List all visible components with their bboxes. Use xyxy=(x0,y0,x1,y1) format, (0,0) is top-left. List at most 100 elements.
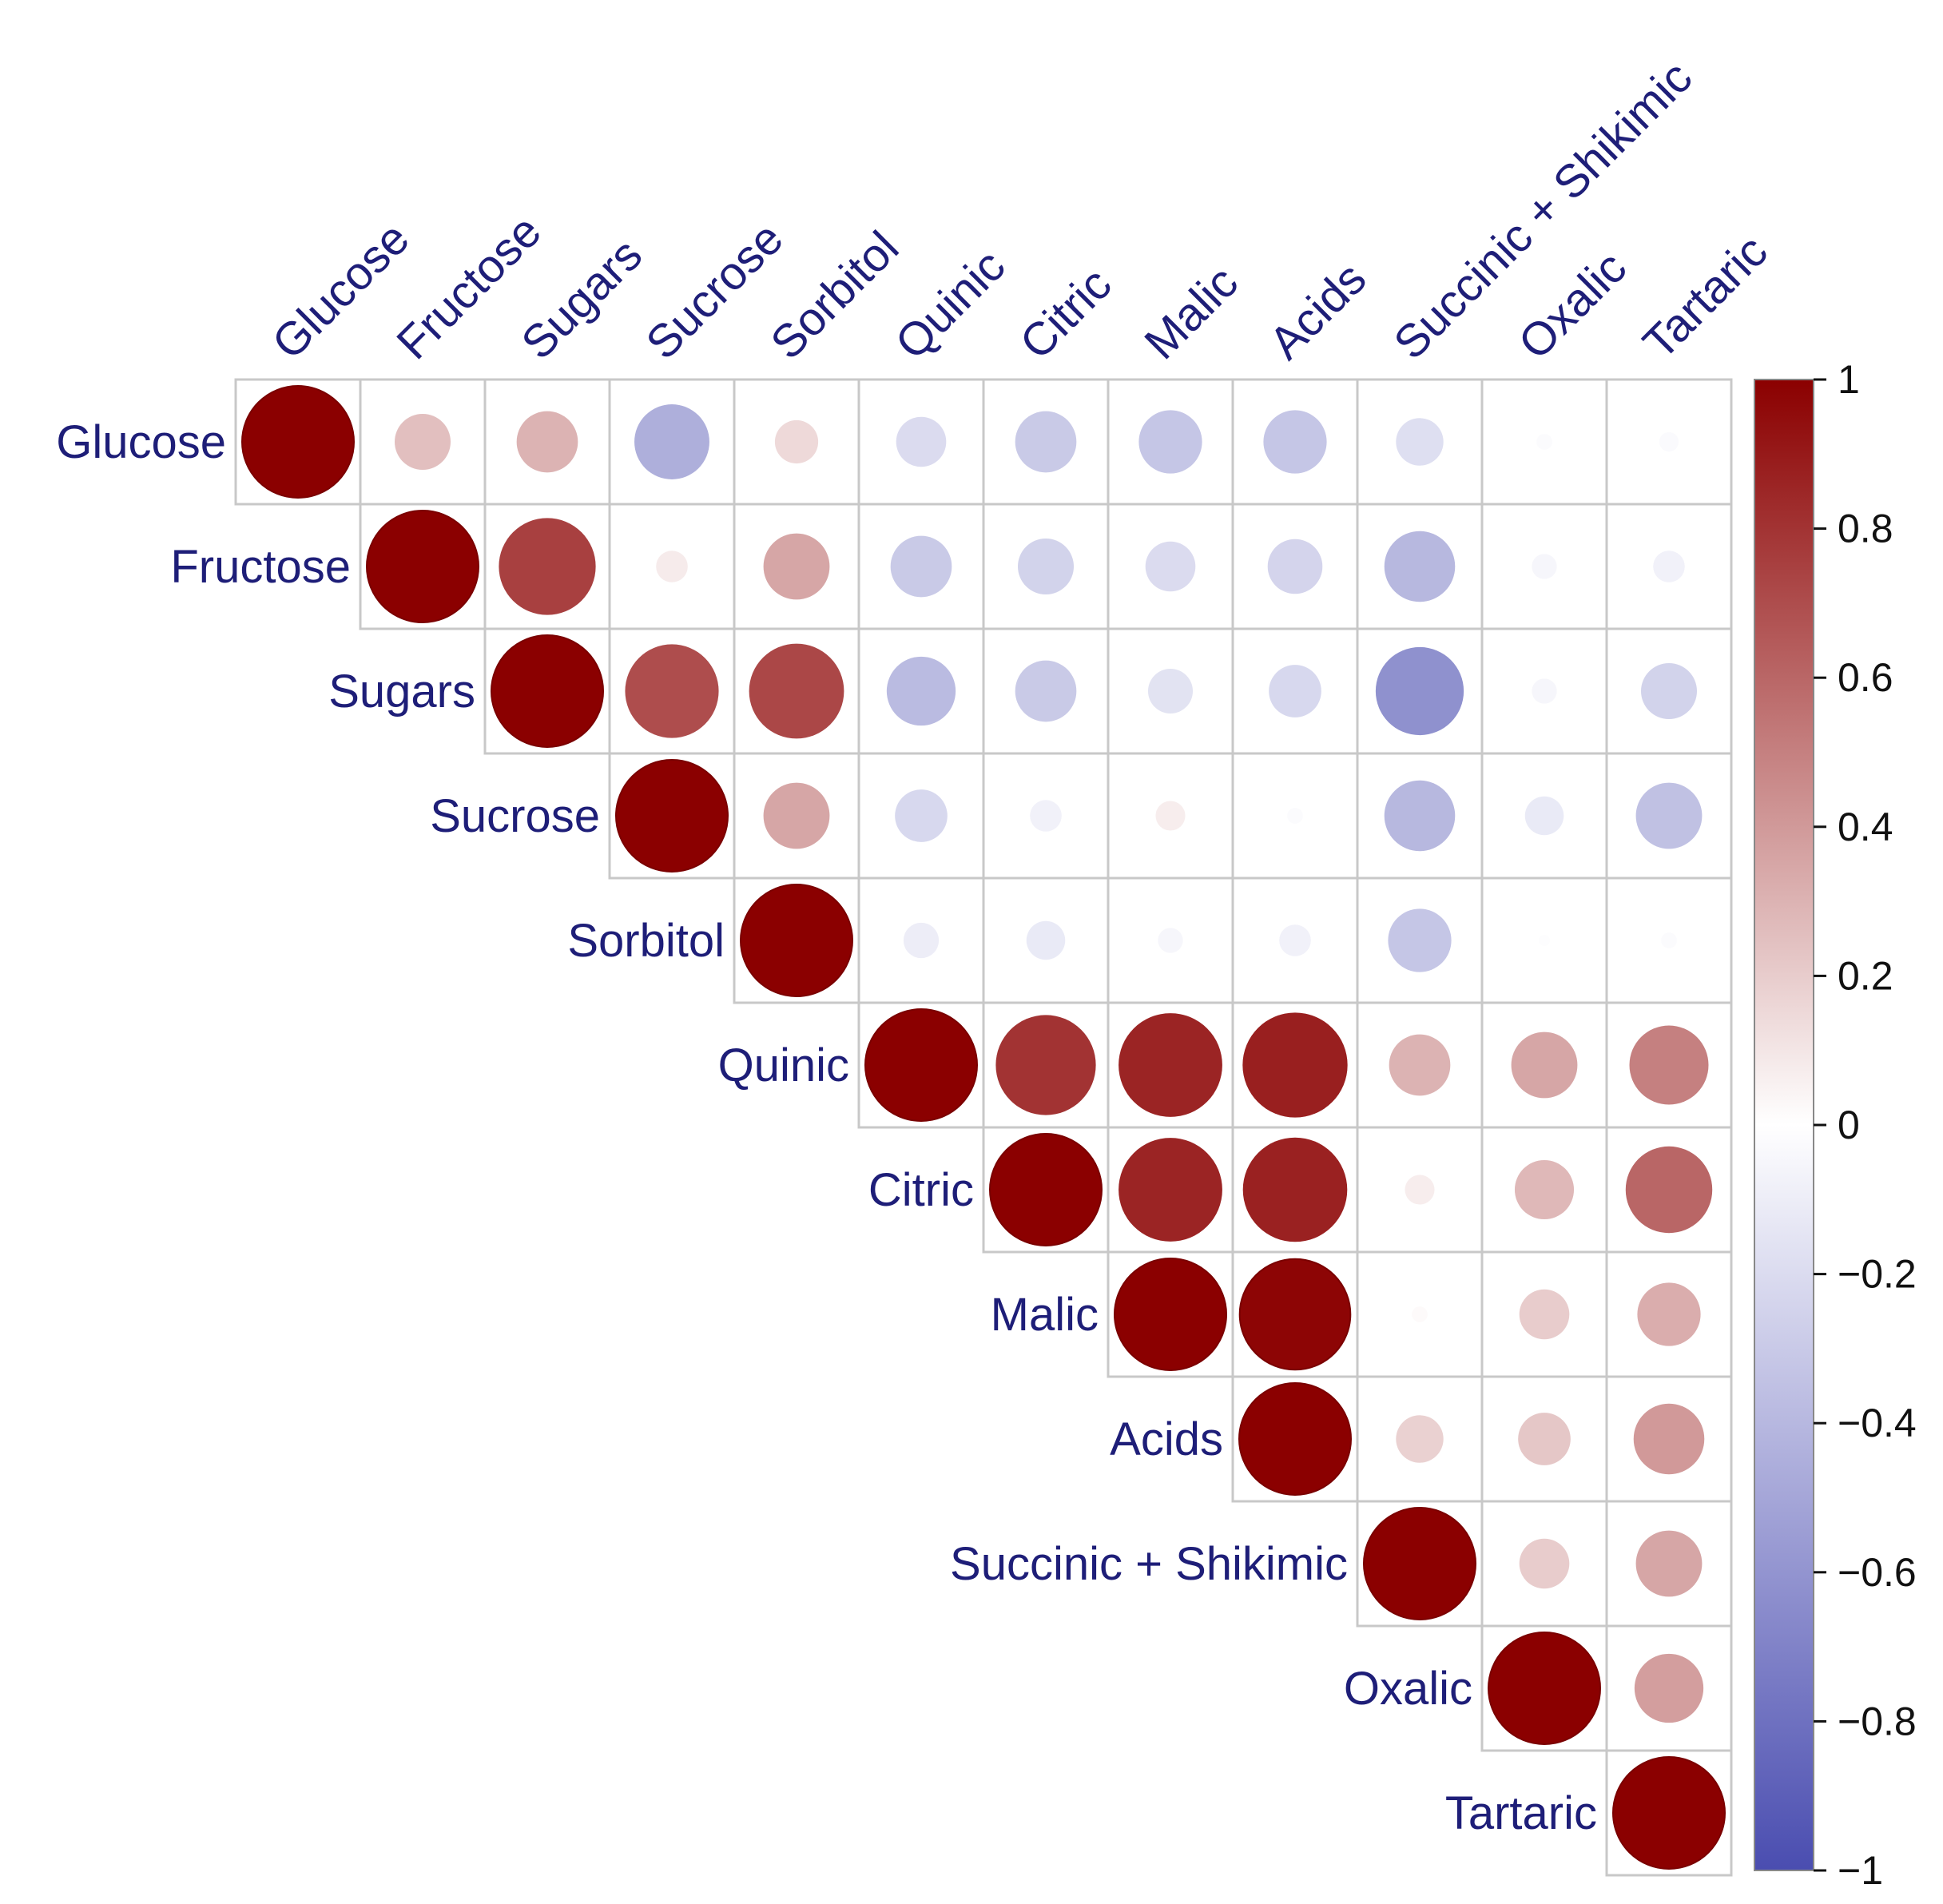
corr-circle-3-4 xyxy=(763,782,830,849)
row-label-1: Fructose xyxy=(170,541,351,593)
corr-circle-2-10 xyxy=(1532,678,1557,704)
corr-circle-9-10 xyxy=(1519,1538,1570,1589)
colorbar-tick-label-9: −0.8 xyxy=(1838,1699,1917,1743)
corr-circle-4-8 xyxy=(1279,924,1311,956)
corr-circle-8-10 xyxy=(1518,1413,1571,1465)
corr-circle-2-7 xyxy=(1148,669,1193,714)
corr-circle-1-9 xyxy=(1384,531,1456,602)
corr-circle-0-4 xyxy=(774,419,819,464)
row-label-5: Quinic xyxy=(718,1039,849,1091)
corr-circle-2-3 xyxy=(625,644,719,738)
corr-circle-0-2 xyxy=(516,411,578,473)
corr-circle-10-10 xyxy=(1488,1632,1601,1745)
corr-circle-7-11 xyxy=(1637,1282,1701,1346)
colorbar-gradient xyxy=(1754,379,1814,1871)
column-label-7: Malic xyxy=(1134,256,1248,370)
corr-circle-1-8 xyxy=(1267,539,1323,594)
corr-circle-6-7 xyxy=(1119,1138,1222,1242)
column-label-6: Citric xyxy=(1010,258,1121,369)
corr-circle-0-3 xyxy=(634,404,709,479)
corr-circle-9-9 xyxy=(1363,1507,1476,1620)
corr-circle-4-7 xyxy=(1158,928,1183,953)
corr-circle-1-7 xyxy=(1145,541,1196,592)
corr-circle-5-7 xyxy=(1119,1013,1222,1117)
corr-circle-0-5 xyxy=(896,416,947,467)
corr-circle-5-5 xyxy=(864,1008,978,1122)
corr-circle-0-1 xyxy=(395,414,451,470)
circle-layer xyxy=(241,385,1726,1870)
corr-circle-1-6 xyxy=(1018,539,1074,594)
corr-circle-0-11 xyxy=(1659,431,1679,452)
corr-circle-4-6 xyxy=(1026,920,1066,960)
corr-circle-2-8 xyxy=(1269,665,1321,717)
row-label-8: Acids xyxy=(1110,1413,1223,1465)
corr-circle-1-5 xyxy=(890,535,952,598)
corr-circle-4-4 xyxy=(740,884,853,997)
corr-circle-3-3 xyxy=(615,759,729,873)
corr-circle-2-5 xyxy=(886,656,956,726)
grid-cell-3-8 xyxy=(1231,752,1359,880)
grid-cell-0-7 xyxy=(1107,378,1234,506)
corr-circle-0-8 xyxy=(1263,410,1327,474)
corr-circle-0-10 xyxy=(1536,434,1552,450)
corr-circle-3-7 xyxy=(1155,801,1186,831)
row-label-2: Sugars xyxy=(328,666,475,717)
column-label-3: Sucrose xyxy=(636,213,793,369)
column-labels: GlucoseFructoseSugarsSucroseSorbitolQuin… xyxy=(262,51,1777,369)
colorbar-tick-label-10: −1 xyxy=(1838,1848,1883,1893)
grid-cell-1-10 xyxy=(1480,503,1608,630)
colorbar-tick-label-1: 0.8 xyxy=(1838,507,1893,551)
corr-circle-7-9 xyxy=(1412,1306,1428,1322)
corr-circle-4-10 xyxy=(1539,935,1550,946)
corr-circle-6-11 xyxy=(1625,1146,1713,1234)
column-label-11: Tartaric xyxy=(1633,225,1777,369)
corr-circle-3-6 xyxy=(1030,800,1062,832)
corr-circle-1-11 xyxy=(1653,551,1685,582)
colorbar-tick-label-7: −0.4 xyxy=(1838,1401,1917,1445)
corr-circle-0-7 xyxy=(1138,410,1202,474)
corr-circle-0-9 xyxy=(1396,418,1444,466)
corr-circle-1-4 xyxy=(763,533,830,600)
column-label-0: Glucose xyxy=(262,213,419,369)
colorbar-tick-label-2: 0.6 xyxy=(1838,655,1893,700)
colorbar-tick-label-4: 0.2 xyxy=(1838,953,1893,998)
corr-circle-8-11 xyxy=(1633,1403,1705,1475)
row-label-3: Sucrose xyxy=(430,790,600,842)
row-label-7: Malic xyxy=(991,1289,1099,1341)
corr-circle-1-2 xyxy=(499,518,596,615)
corr-circle-5-10 xyxy=(1511,1031,1578,1099)
corr-circle-2-2 xyxy=(491,634,604,748)
row-label-6: Citric xyxy=(868,1164,974,1216)
row-label-0: Glucose xyxy=(56,416,226,468)
corr-circle-0-6 xyxy=(1015,411,1077,473)
corr-circle-1-1 xyxy=(366,510,479,623)
corr-circle-7-10 xyxy=(1519,1289,1570,1340)
corr-circle-11-11 xyxy=(1612,1756,1726,1870)
row-label-9: Succinic + Shikimic xyxy=(950,1538,1348,1590)
corr-circle-8-8 xyxy=(1238,1382,1352,1496)
row-label-10: Oxalic xyxy=(1344,1663,1472,1715)
corr-circle-5-11 xyxy=(1629,1025,1709,1105)
row-label-4: Sorbitol xyxy=(567,915,725,967)
corr-circle-6-8 xyxy=(1242,1137,1348,1242)
corr-circle-2-6 xyxy=(1015,660,1077,722)
colorbar: 1 0.8 0.6 0.4 0.2 0 −0.2 −0.4 −0.6 −0.8 −1 xyxy=(1754,357,1917,1893)
corr-circle-4-11 xyxy=(1661,932,1677,948)
corr-circle-3-9 xyxy=(1384,780,1456,852)
colorbar-tick-label-3: 0.4 xyxy=(1838,805,1893,849)
colorbar-tick-label-8: −0.6 xyxy=(1838,1550,1917,1595)
corr-circle-6-9 xyxy=(1405,1175,1435,1205)
corr-circle-9-11 xyxy=(1635,1530,1703,1597)
corr-circle-2-4 xyxy=(749,643,844,739)
corr-circle-4-9 xyxy=(1388,908,1452,972)
column-label-8: Acids xyxy=(1259,252,1376,369)
corr-circle-7-7 xyxy=(1114,1258,1227,1371)
corr-circle-5-6 xyxy=(995,1015,1096,1115)
corr-circle-3-11 xyxy=(1635,782,1703,849)
corr-circle-6-6 xyxy=(989,1133,1103,1246)
row-label-11: Tartaric xyxy=(1445,1787,1597,1839)
corr-circle-1-3 xyxy=(656,551,688,582)
corr-circle-4-5 xyxy=(903,922,940,959)
corr-circle-8-9 xyxy=(1396,1415,1444,1463)
